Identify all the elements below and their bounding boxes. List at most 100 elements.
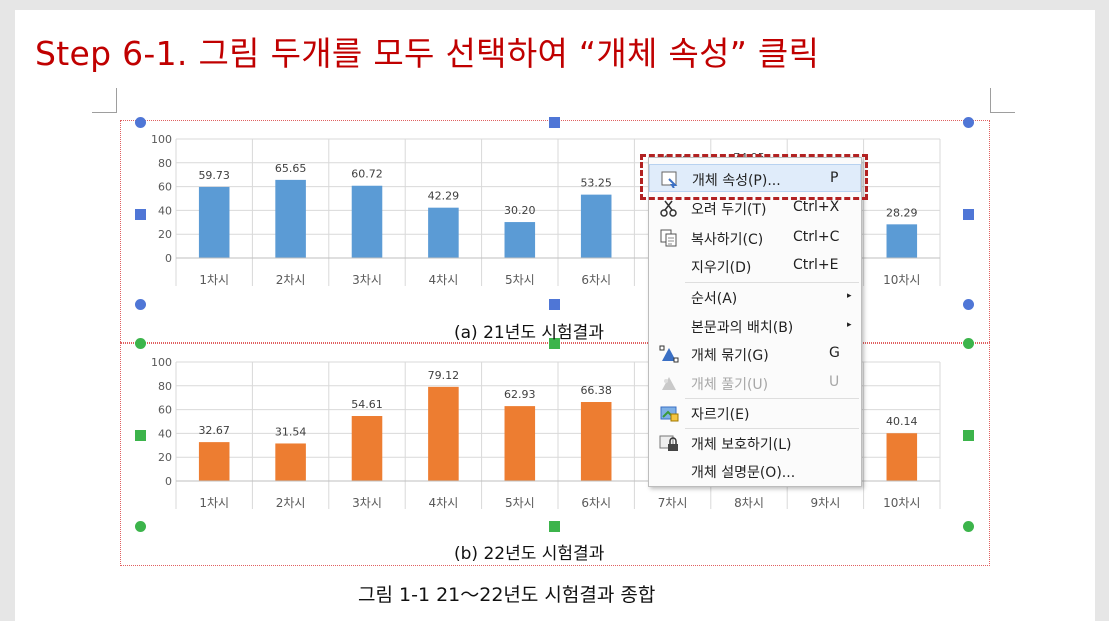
menu-item-label: 순서(A) bbox=[691, 291, 738, 307]
y-tick-label: 0 bbox=[165, 475, 172, 488]
data-label: 62.93 bbox=[504, 388, 536, 401]
y-tick-label: 80 bbox=[158, 157, 172, 170]
submenu-arrow-icon: ▸ bbox=[847, 320, 852, 330]
y-tick-label: 80 bbox=[158, 380, 172, 393]
resize-handle[interactable] bbox=[135, 430, 146, 441]
x-tick-label: 5차시 bbox=[505, 273, 535, 287]
menu-item-group[interactable]: 개체 묶기(G) G bbox=[649, 340, 861, 368]
menu-item-label: 개체 묶기(G) bbox=[691, 348, 769, 364]
x-tick-label: 7차시 bbox=[658, 496, 688, 510]
menu-item-shortcut: Ctrl+C bbox=[793, 229, 840, 245]
bar bbox=[428, 207, 459, 258]
resize-handle[interactable] bbox=[135, 299, 146, 310]
menu-item-ungroup[interactable]: 개체 풀기(U) U bbox=[649, 369, 861, 397]
resize-handle[interactable] bbox=[963, 117, 974, 128]
crop-mark-top-left bbox=[92, 88, 117, 113]
data-label: 40.14 bbox=[886, 415, 918, 428]
bar bbox=[351, 416, 383, 481]
document-page bbox=[15, 10, 1095, 621]
data-label: 60.72 bbox=[351, 168, 383, 181]
y-tick-label: 100 bbox=[151, 133, 172, 146]
resize-handle[interactable] bbox=[963, 209, 974, 220]
x-tick-label: 2차시 bbox=[276, 496, 306, 510]
resize-handle[interactable] bbox=[963, 521, 974, 532]
chart-2-caption: (b) 22년도 시험결과 bbox=[454, 544, 605, 564]
step-title: Step 6-1. 그림 두개를 모두 선택하여 “개체 속성” 클릭 bbox=[35, 34, 820, 73]
menu-item-label: 개체 설명문(O)... bbox=[691, 465, 796, 481]
menu-item-label: 지우기(D) bbox=[691, 260, 752, 276]
y-tick-label: 20 bbox=[158, 228, 172, 241]
data-label: 28.29 bbox=[886, 206, 918, 219]
resize-handle[interactable] bbox=[135, 338, 146, 349]
copy-icon bbox=[659, 229, 679, 247]
resize-handle[interactable] bbox=[135, 209, 146, 220]
resize-handle[interactable] bbox=[549, 117, 560, 128]
group-objects-icon bbox=[659, 345, 679, 363]
menu-item-object-properties[interactable]: 개체 속성(P)... P bbox=[649, 164, 861, 192]
bar bbox=[580, 402, 612, 481]
y-tick-label: 0 bbox=[165, 252, 172, 265]
y-tick-label: 40 bbox=[158, 204, 172, 217]
menu-item-cut[interactable]: 오려 두기(T) Ctrl+X bbox=[649, 194, 861, 222]
submenu-arrow-icon: ▸ bbox=[847, 291, 852, 301]
x-tick-label: 10차시 bbox=[883, 496, 920, 510]
menu-item-copy[interactable]: 복사하기(C) Ctrl+C bbox=[649, 224, 861, 252]
menu-item-label: 복사하기(C) bbox=[691, 232, 764, 248]
menu-item-crop[interactable]: 자르기(E) bbox=[649, 399, 861, 427]
y-tick-label: 40 bbox=[158, 427, 172, 440]
crop-icon bbox=[659, 404, 679, 422]
figure-caption: 그림 1-1 21～22년도 시험결과 종합 bbox=[358, 584, 656, 606]
bar bbox=[580, 194, 612, 258]
menu-separator bbox=[685, 428, 859, 429]
chart-22-results[interactable]: 0 20 40 60 80 100 32.67 1차시 31.54 2차시 54.61 3차시 79.1… bbox=[140, 350, 968, 528]
ungroup-objects-icon bbox=[659, 374, 679, 392]
resize-handle[interactable] bbox=[549, 338, 560, 349]
bar bbox=[198, 186, 230, 258]
crop-mark-top-right bbox=[990, 88, 1015, 113]
menu-item-shortcut: Ctrl+X bbox=[793, 199, 840, 215]
menu-item-label: 오려 두기(T) bbox=[691, 202, 767, 218]
menu-item-delete[interactable]: 지우기(D) Ctrl+E bbox=[649, 252, 861, 280]
resize-handle[interactable] bbox=[549, 299, 560, 310]
data-label: 42.29 bbox=[428, 190, 460, 203]
context-menu: 개체 속성(P)... P 오려 두기(T) Ctrl+X 복사하기(C) Ct… bbox=[648, 157, 862, 487]
x-tick-label: 8차시 bbox=[734, 496, 764, 510]
x-tick-label: 1차시 bbox=[199, 273, 229, 287]
menu-item-label: 본문과의 배치(B) bbox=[691, 320, 794, 336]
menu-item-shortcut: Ctrl+E bbox=[793, 257, 839, 273]
menu-item-label: 자르기(E) bbox=[691, 407, 750, 423]
x-tick-label: 3차시 bbox=[352, 496, 382, 510]
resize-handle[interactable] bbox=[135, 117, 146, 128]
bar bbox=[275, 179, 306, 258]
y-tick-label: 60 bbox=[158, 404, 172, 417]
menu-separator bbox=[685, 398, 859, 399]
bar bbox=[351, 185, 383, 258]
menu-item-protect[interactable]: 개체 보호하기(L) bbox=[649, 429, 861, 457]
menu-item-description[interactable]: 개체 설명문(O)... bbox=[649, 457, 861, 485]
menu-item-label: 개체 풀기(U) bbox=[691, 377, 769, 393]
data-label: 54.61 bbox=[351, 398, 383, 411]
bar bbox=[504, 406, 536, 481]
menu-item-label: 개체 보호하기(L) bbox=[691, 437, 792, 453]
x-tick-label: 3차시 bbox=[352, 273, 382, 287]
resize-handle[interactable] bbox=[135, 521, 146, 532]
menu-separator bbox=[685, 282, 859, 283]
x-tick-label: 4차시 bbox=[429, 273, 459, 287]
resize-handle[interactable] bbox=[963, 430, 974, 441]
x-tick-label: 5차시 bbox=[505, 496, 535, 510]
data-label: 32.67 bbox=[198, 424, 230, 437]
data-label: 65.65 bbox=[275, 162, 307, 175]
chart-1-caption: (a) 21년도 시험결과 bbox=[454, 323, 604, 343]
resize-handle[interactable] bbox=[963, 338, 974, 349]
data-label: 31.54 bbox=[275, 425, 307, 438]
data-label: 30.20 bbox=[504, 204, 536, 217]
menu-item-shortcut: U bbox=[829, 374, 840, 390]
resize-handle[interactable] bbox=[549, 521, 560, 532]
menu-item-text-wrap[interactable]: 본문과의 배치(B) ▸ bbox=[649, 312, 861, 340]
y-tick-label: 60 bbox=[158, 181, 172, 194]
menu-item-order[interactable]: 순서(A) ▸ bbox=[649, 283, 861, 311]
resize-handle[interactable] bbox=[963, 299, 974, 310]
x-tick-label: 10차시 bbox=[883, 273, 920, 287]
bar bbox=[198, 442, 230, 481]
y-tick-label: 20 bbox=[158, 451, 172, 464]
